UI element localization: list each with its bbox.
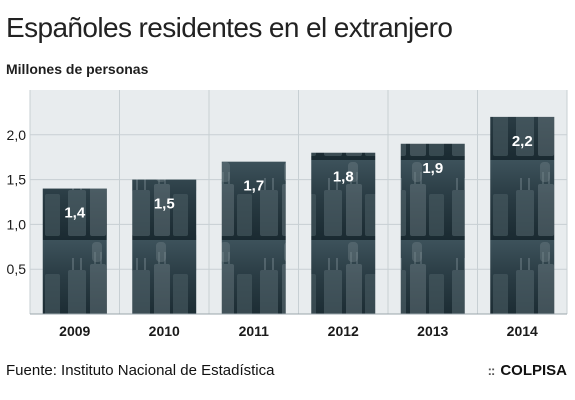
brand-logo: :: COLPISA [488, 362, 567, 379]
x-category-label: 2011 [239, 323, 270, 339]
bar-2012 [311, 152, 376, 314]
bar-2011 [221, 161, 286, 314]
bar-value-label: 2,2 [512, 133, 533, 150]
bar-value-label: 1,9 [422, 160, 443, 177]
y-tick-label: 1,0 [7, 216, 27, 232]
y-tick-label: 2,0 [7, 127, 27, 143]
bar-2010 [132, 179, 197, 314]
y-tick-label: 0,5 [7, 261, 27, 277]
chart-subtitle: Millones de personas [6, 61, 149, 77]
x-category-label: 2009 [59, 323, 90, 339]
bar-value-label: 1,8 [333, 169, 354, 186]
x-category-label: 2010 [149, 323, 180, 339]
bar-value-label: 1,4 [64, 205, 86, 222]
y-tick-label: 1,5 [7, 172, 27, 188]
bar-2009 [42, 188, 107, 314]
chart-title: Españoles residentes en el extranjero [6, 12, 453, 43]
bar-value-label: 1,7 [243, 178, 264, 195]
source-note: Fuente: Instituto Nacional de Estadístic… [6, 362, 275, 379]
x-category-label: 2013 [417, 323, 448, 339]
bar-2013 [400, 143, 465, 314]
brand-dots-icon: :: [487, 363, 496, 378]
bar-2014 [490, 116, 555, 314]
x-category-label: 2012 [328, 323, 359, 339]
brand-name: COLPISA [500, 362, 567, 379]
x-category-label: 2014 [507, 323, 538, 339]
bar-value-label: 1,5 [154, 196, 175, 213]
